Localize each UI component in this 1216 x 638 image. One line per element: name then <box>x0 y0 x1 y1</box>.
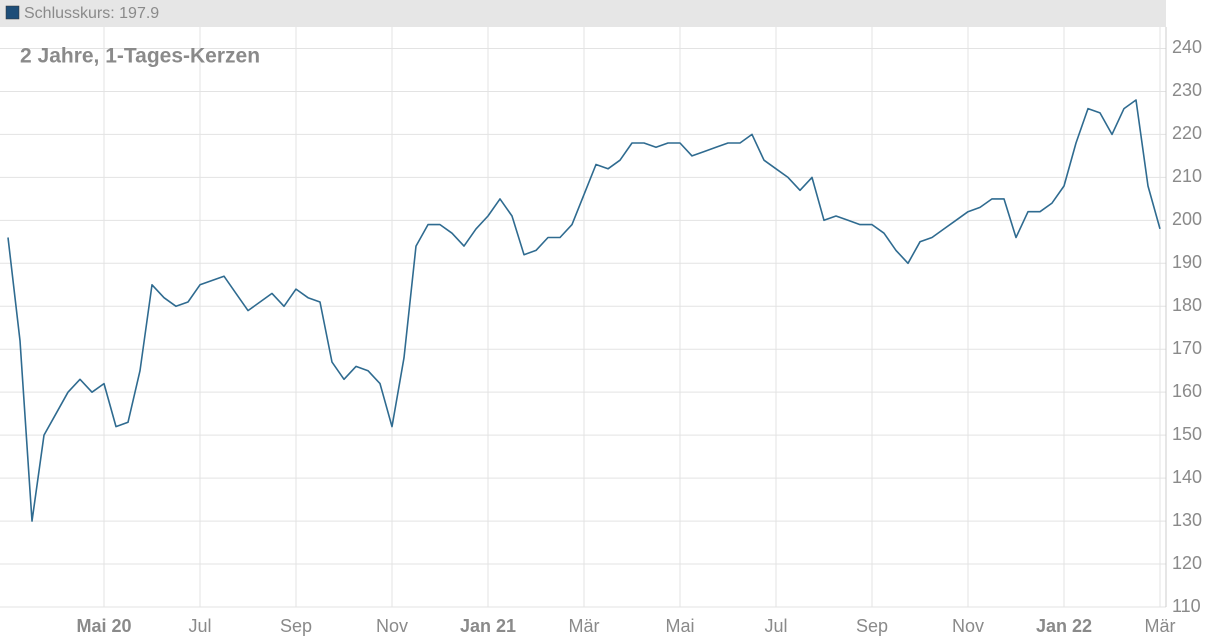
y-tick-label: 130 <box>1172 510 1202 530</box>
x-tick-label: Jul <box>764 616 787 636</box>
y-tick-label: 230 <box>1172 80 1202 100</box>
y-tick-label: 240 <box>1172 37 1202 57</box>
x-tick-label: Mai 20 <box>76 616 131 636</box>
x-tick-label: Jan 21 <box>460 616 516 636</box>
x-tick-label: Mai <box>665 616 694 636</box>
x-tick-label: Jul <box>188 616 211 636</box>
x-tick-label: Jan 22 <box>1036 616 1092 636</box>
y-tick-label: 140 <box>1172 467 1202 487</box>
x-tick-label: Mär <box>1145 616 1176 636</box>
y-tick-label: 210 <box>1172 166 1202 186</box>
legend-bar <box>0 0 1166 27</box>
y-tick-label: 110 <box>1172 596 1201 616</box>
y-tick-label: 160 <box>1172 381 1202 401</box>
y-tick-label: 220 <box>1172 123 1202 143</box>
y-tick-label: 150 <box>1172 424 1202 444</box>
x-tick-label: Nov <box>952 616 984 636</box>
price-line <box>7 99 1161 522</box>
x-tick-label: Sep <box>280 616 312 636</box>
legend-swatch <box>5 5 20 20</box>
y-tick-label: 180 <box>1172 295 1202 315</box>
x-tick-label: Nov <box>376 616 408 636</box>
y-tick-label: 120 <box>1172 553 1202 573</box>
legend-text: Schlusskurs: 197.9 <box>24 5 159 22</box>
y-tick-label: 190 <box>1172 252 1202 272</box>
x-tick-label: Mär <box>569 616 600 636</box>
y-tick-label: 170 <box>1172 338 1202 358</box>
x-tick-label: Sep <box>856 616 888 636</box>
chart-title: 2 Jahre, 1-Tages-Kerzen <box>20 45 260 68</box>
y-tick-label: 200 <box>1172 209 1202 229</box>
